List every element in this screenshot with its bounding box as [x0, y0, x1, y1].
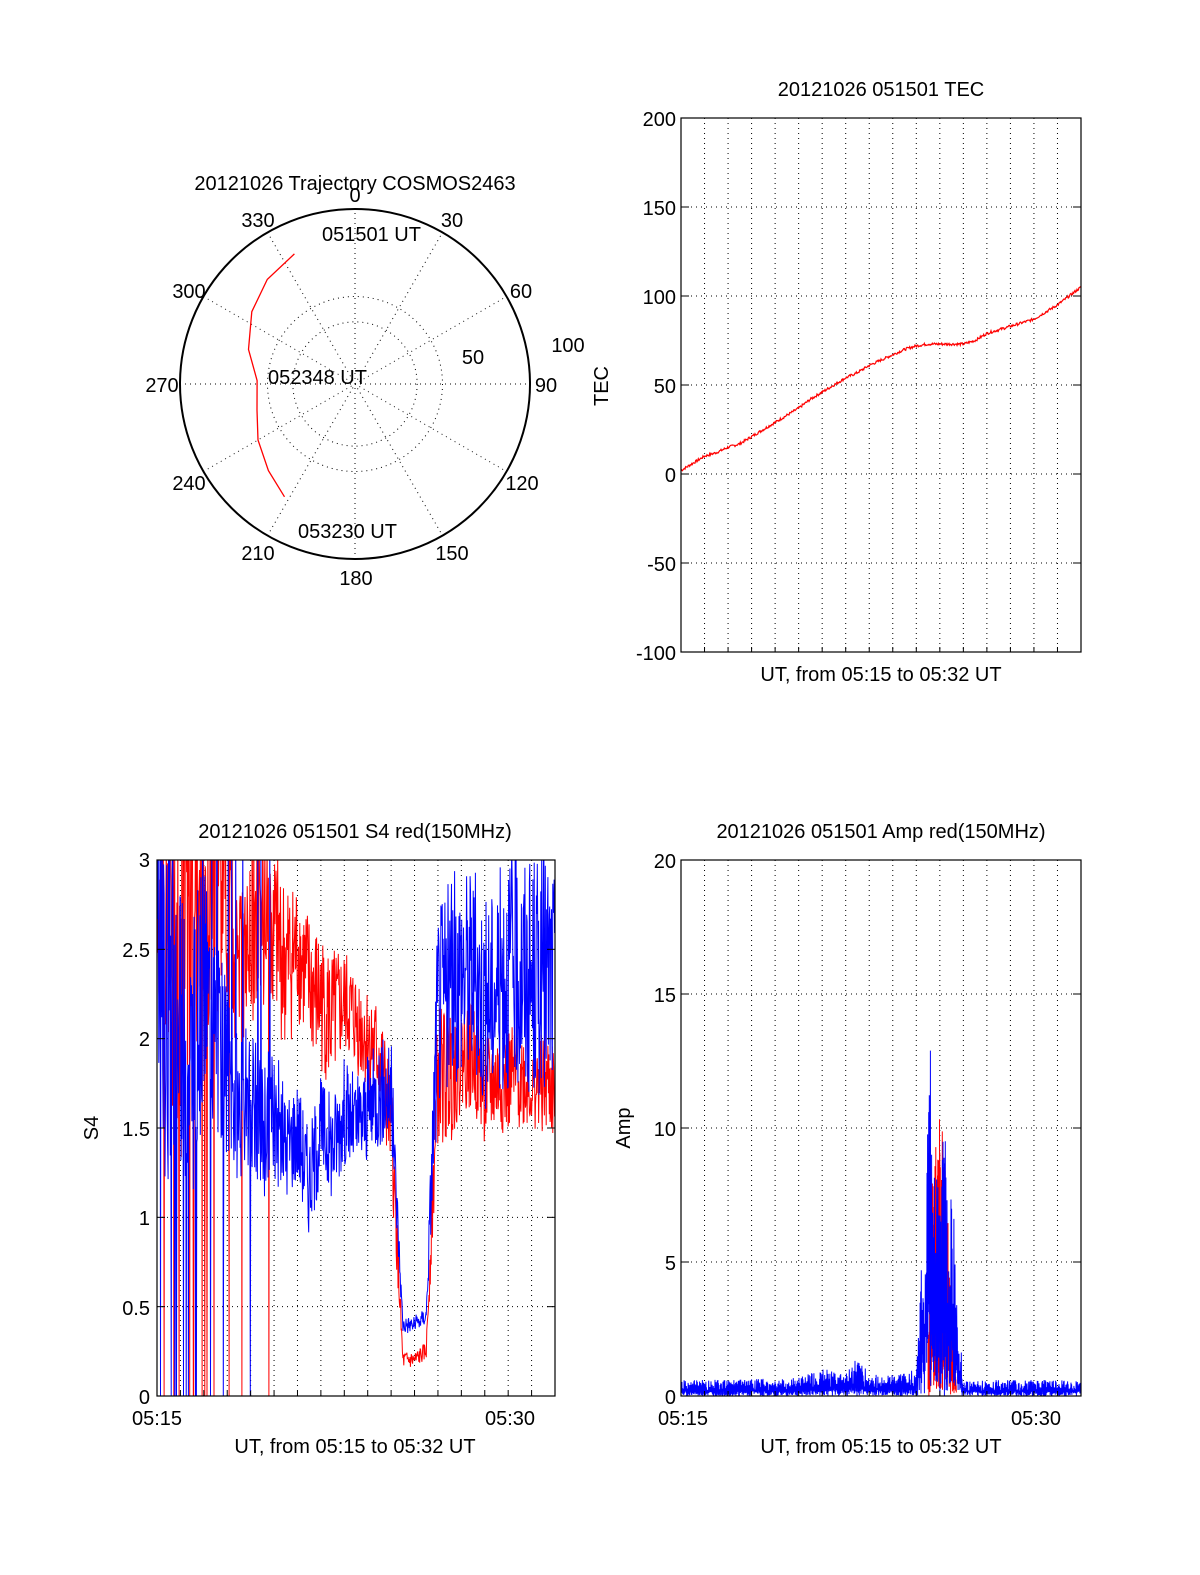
s4-series-red	[157, 860, 555, 1396]
angle-label-0: 0	[349, 185, 360, 207]
tec-ylabel: TEC	[591, 366, 613, 406]
polar-grid	[180, 209, 530, 559]
radial-label-50: 50	[462, 347, 484, 369]
radial-label-100: 100	[551, 335, 584, 357]
s4-series-blue	[157, 860, 555, 1396]
s4-title: 20121026 051501 S4 red(150MHz)	[198, 821, 512, 843]
angle-label-30: 30	[441, 210, 463, 232]
polar-panel: 20121026 Trajectory COSMOS2463 0 30 60 9…	[145, 173, 584, 590]
tec-ytick-minus50: -50	[647, 554, 676, 576]
angle-label-330: 330	[241, 210, 274, 232]
tec-ytick-0: 0	[665, 465, 676, 487]
amp-xlabel: UT, from 05:15 to 05:32 UT	[760, 1436, 1001, 1458]
tec-ytick-100: 100	[643, 287, 676, 309]
tec-series-line	[681, 286, 1081, 472]
s4-yticks: 3 2.5 2 1.5 1 0.5 0	[122, 850, 150, 1409]
s4-ytick-0.5: 0.5	[122, 1298, 150, 1320]
polar-series	[247, 253, 295, 498]
polar-title: 20121026 Trajectory COSMOS2463	[194, 173, 515, 195]
angle-label-90: 90	[535, 375, 557, 397]
amp-series-group	[681, 1050, 1081, 1396]
tec-ytick-150: 150	[643, 198, 676, 220]
tec-ytick-200: 200	[643, 109, 676, 131]
annotation-end: 053230 UT	[298, 521, 397, 543]
angle-label-240: 240	[172, 473, 205, 495]
s4-panel: 20121026 051501 S4 red(150MHz) UT, from …	[81, 821, 556, 1458]
s4-ytick-3: 3	[139, 850, 150, 872]
s4-ytick-0: 0	[139, 1387, 150, 1409]
angle-label-60: 60	[510, 281, 532, 303]
amp-xtick-0515: 05:15	[658, 1408, 708, 1430]
angle-label-300: 300	[172, 281, 205, 303]
s4-ytick-2.5: 2.5	[122, 940, 150, 962]
tec-series-group	[681, 286, 1081, 472]
s4-xtick-0515: 05:15	[132, 1408, 182, 1430]
s4-ylabel: S4	[81, 1116, 103, 1140]
angle-label-180: 180	[339, 568, 372, 590]
annotation-start: 051501 UT	[322, 224, 421, 246]
tec-ytick-minus100: -100	[636, 643, 676, 665]
tec-yticks: 200 150 100 50 0 -50 -100	[636, 109, 676, 665]
tec-title: 20121026 051501 TEC	[778, 79, 984, 101]
amp-ytick-15: 15	[654, 985, 676, 1007]
s4-series-group	[157, 860, 555, 1396]
amp-yticks: 20 15 10 5 0	[654, 851, 676, 1409]
s4-ytick-1: 1	[139, 1208, 150, 1230]
tec-ytick-50: 50	[654, 376, 676, 398]
annotation-mid: 052348 UT	[268, 367, 367, 389]
s4-xlabel: UT, from 05:15 to 05:32 UT	[234, 1436, 475, 1458]
polar-angle-labels: 0 30 60 90 120 150 180 210 240 270 300 3…	[145, 185, 557, 590]
amp-title: 20121026 051501 Amp red(150MHz)	[716, 821, 1045, 843]
s4-xtick-0530: 05:30	[485, 1408, 535, 1430]
polar-spoke-150	[267, 232, 443, 536]
amp-ytick-5: 5	[665, 1253, 676, 1275]
polar-outer-ring	[179, 208, 531, 560]
polar-ring-inner	[292, 321, 418, 447]
angle-label-270: 270	[145, 375, 178, 397]
tec-xlabel: UT, from 05:15 to 05:32 UT	[760, 664, 1001, 686]
amp-ylabel: Amp	[613, 1107, 635, 1148]
angle-label-150: 150	[435, 543, 468, 565]
polar-ring-50	[267, 296, 443, 472]
tec-panel: 20121026 051501 TEC UT, from 05:15 to 05…	[591, 79, 1082, 686]
angle-label-120: 120	[505, 473, 538, 495]
amp-xtick-0530: 05:30	[1011, 1408, 1061, 1430]
amp-ytick-0: 0	[665, 1387, 676, 1409]
angle-label-210: 210	[241, 543, 274, 565]
amp-ytick-10: 10	[654, 1119, 676, 1141]
amp-ytick-20: 20	[654, 851, 676, 873]
amp-panel: 20121026 051501 Amp red(150MHz) UT, from…	[613, 821, 1082, 1458]
s4-ytick-2: 2	[139, 1029, 150, 1051]
s4-ytick-1.5: 1.5	[122, 1119, 150, 1141]
polar-trajectory-line	[247, 253, 295, 498]
amp-series-blue	[681, 1050, 1081, 1396]
